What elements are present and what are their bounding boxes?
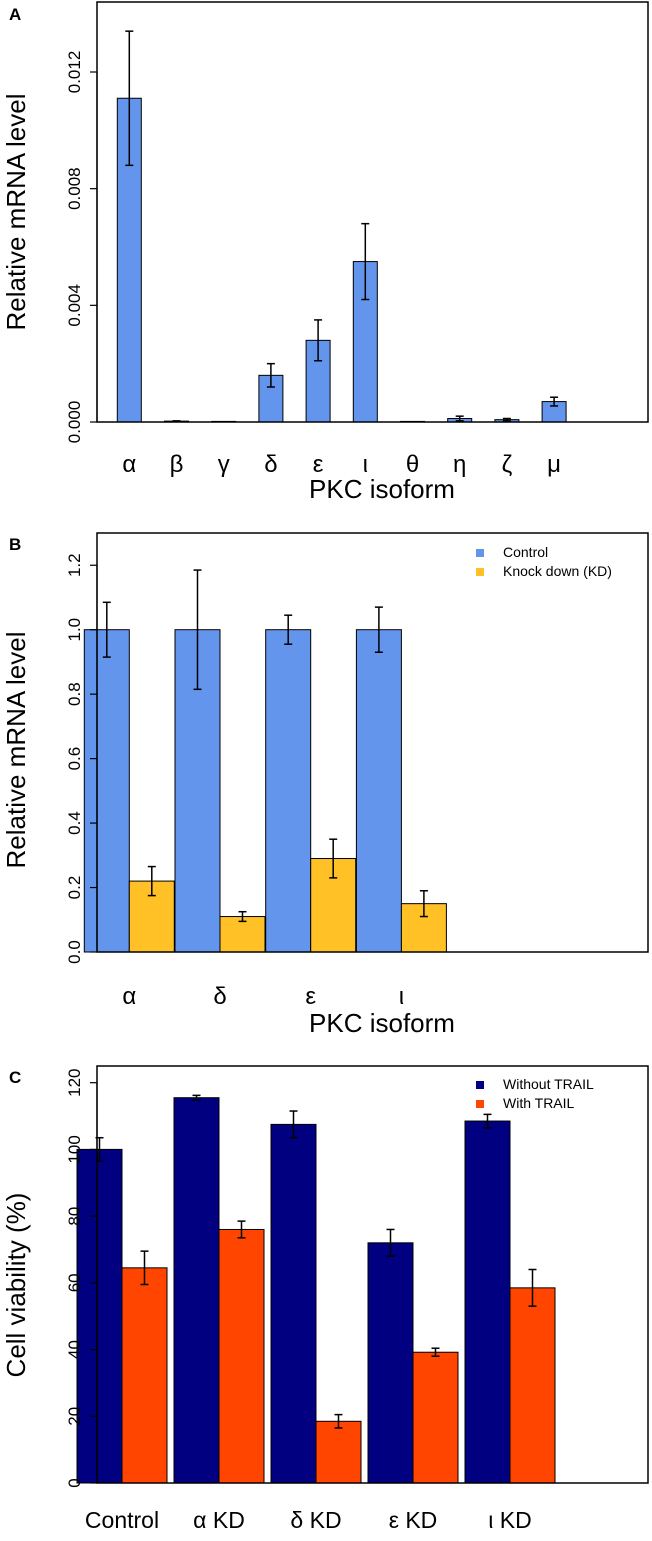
panel-c-bar <box>412 1351 459 1484</box>
panel-a-y-tick-label: 0.004 <box>65 284 84 327</box>
panel-b-x-tick-label: ε <box>305 983 316 1010</box>
panel-c-x-tick-label: ι KD <box>488 1507 531 1533</box>
panel-c-y-tick-label: 20 <box>65 1407 84 1426</box>
panel-c-x-tick-label: α KD <box>193 1507 245 1533</box>
panel-c-bar <box>76 1148 123 1484</box>
panel-b-x-tick-label: δ <box>213 983 226 1010</box>
panel-c-x-tick-label: ε KD <box>389 1507 438 1533</box>
panel-c-y-tick-label: 100 <box>65 1135 84 1163</box>
panel-c-letter: C <box>9 1068 21 1087</box>
panel-c-legend-swatch <box>476 1081 484 1089</box>
panel-c-x-tick-label: δ KD <box>290 1507 341 1533</box>
panel-c-y-axis-label: Cell viability (%) <box>1 1193 31 1378</box>
panel-a-x-tick-label: ζ <box>502 451 513 478</box>
panel-a-bars <box>116 97 567 423</box>
panel-a-x-tick-label: ι <box>363 451 368 478</box>
panel-c-bars <box>76 1097 556 1484</box>
panel-c-chart: C 0 20 40 60 80 100 120 Control α KD δ KD ε KD ι K… <box>1 1065 649 1533</box>
panel-c-y-tick-label: 40 <box>65 1340 84 1359</box>
panel-c-bar <box>173 1097 220 1484</box>
panel-c-bar <box>121 1267 168 1484</box>
panel-c-bar <box>218 1228 265 1484</box>
panel-b-legend: Control Knock down (KD) <box>476 544 612 579</box>
panel-b-bar <box>83 629 130 953</box>
panel-c-legend: Without TRAIL With TRAIL <box>476 1076 594 1111</box>
panel-b-x-tick-label: ι <box>399 983 404 1010</box>
panel-a-letter: A <box>9 5 21 24</box>
panel-c-y-tick-label: 80 <box>65 1207 84 1226</box>
panel-b-error-bars <box>102 569 428 923</box>
panel-b-x-axis-label: PKC isoform <box>309 1008 455 1038</box>
panel-a-y-ticks: 0.000 0.004 0.008 0.012 <box>65 51 98 444</box>
panel-b-letter: B <box>9 535 21 554</box>
panel-b-legend-label: Knock down (KD) <box>503 563 612 579</box>
panel-b-y-tick-label: 0.0 <box>65 940 84 964</box>
panel-a-y-tick-label: 0.000 <box>65 401 84 444</box>
panel-a-error-bars <box>125 30 559 423</box>
panel-a-x-axis-label: PKC isoform <box>309 474 455 504</box>
panel-c-bar <box>464 1120 511 1484</box>
panel-c-error-bars <box>95 1094 537 1429</box>
panel-a-x-tick-label: ε <box>313 451 324 478</box>
panel-a-x-tick-label: θ <box>406 451 419 478</box>
panel-c-bar <box>315 1420 362 1484</box>
panel-b-y-tick-label: 1.2 <box>65 553 84 577</box>
panel-c-legend-swatch <box>476 1100 484 1108</box>
panel-c-x-tick-label: Control <box>85 1507 159 1533</box>
panel-c-bar <box>367 1242 414 1484</box>
panel-b-chart: B 0.0 0.2 0.4 0.6 0.8 1.0 1.2 α δ ε ι Control Knoc… <box>1 532 649 1038</box>
panel-a-x-tick-label: α <box>122 451 136 478</box>
panel-b-y-tick-label: 1.0 <box>65 618 84 642</box>
panel-c-plot-frame <box>96 1065 649 1484</box>
panel-b-legend-swatch <box>476 568 484 576</box>
panel-a-y-tick-label: 0.008 <box>65 167 84 210</box>
panel-c-legend-label: With TRAIL <box>503 1095 575 1111</box>
panel-b-y-tick-label: 0.2 <box>65 876 84 900</box>
panel-b-y-tick-label: 0.6 <box>65 747 84 771</box>
panel-a-x-tick-label: μ <box>547 451 561 478</box>
panel-b-bar <box>265 629 312 953</box>
panel-a-y-axis-label: Relative mRNA level <box>1 94 31 331</box>
panel-b-y-tick-label: 0.8 <box>65 682 84 706</box>
panel-b-legend-label: Control <box>503 544 548 560</box>
panel-a-x-tick-label: η <box>453 451 466 478</box>
panel-c-bar <box>270 1123 317 1484</box>
panel-b-bar <box>355 629 402 953</box>
panel-c-x-tick-labels: Control α KD δ KD ε KD ι KD <box>85 1507 532 1533</box>
panel-a-plot-frame <box>96 1 649 423</box>
panel-c-bar <box>509 1287 556 1484</box>
panel-b-bars <box>83 629 447 953</box>
panel-a-y-tick-label: 0.012 <box>65 51 84 94</box>
panel-b-legend-swatch <box>476 549 484 557</box>
panel-b-plot-frame <box>96 532 649 953</box>
panel-a-chart: A 0.000 0.004 0.008 0.012 α β γ δ ε ι θ η ζ μ Relati… <box>1 1 649 504</box>
panel-c-y-tick-label: 60 <box>65 1273 84 1292</box>
panel-a-x-tick-label: β <box>170 451 184 478</box>
panel-c-legend-label: Without TRAIL <box>503 1076 594 1092</box>
panel-a-x-tick-label: δ <box>264 451 277 478</box>
panel-b-y-axis-label: Relative mRNA level <box>1 632 31 869</box>
panel-b-y-tick-label: 0.4 <box>65 811 84 835</box>
panel-b-x-tick-label: α <box>122 983 136 1010</box>
panel-a-x-tick-label: γ <box>218 451 230 478</box>
panel-c-y-tick-label: 120 <box>65 1068 84 1096</box>
panel-c-y-tick-label: 0 <box>65 1478 84 1487</box>
